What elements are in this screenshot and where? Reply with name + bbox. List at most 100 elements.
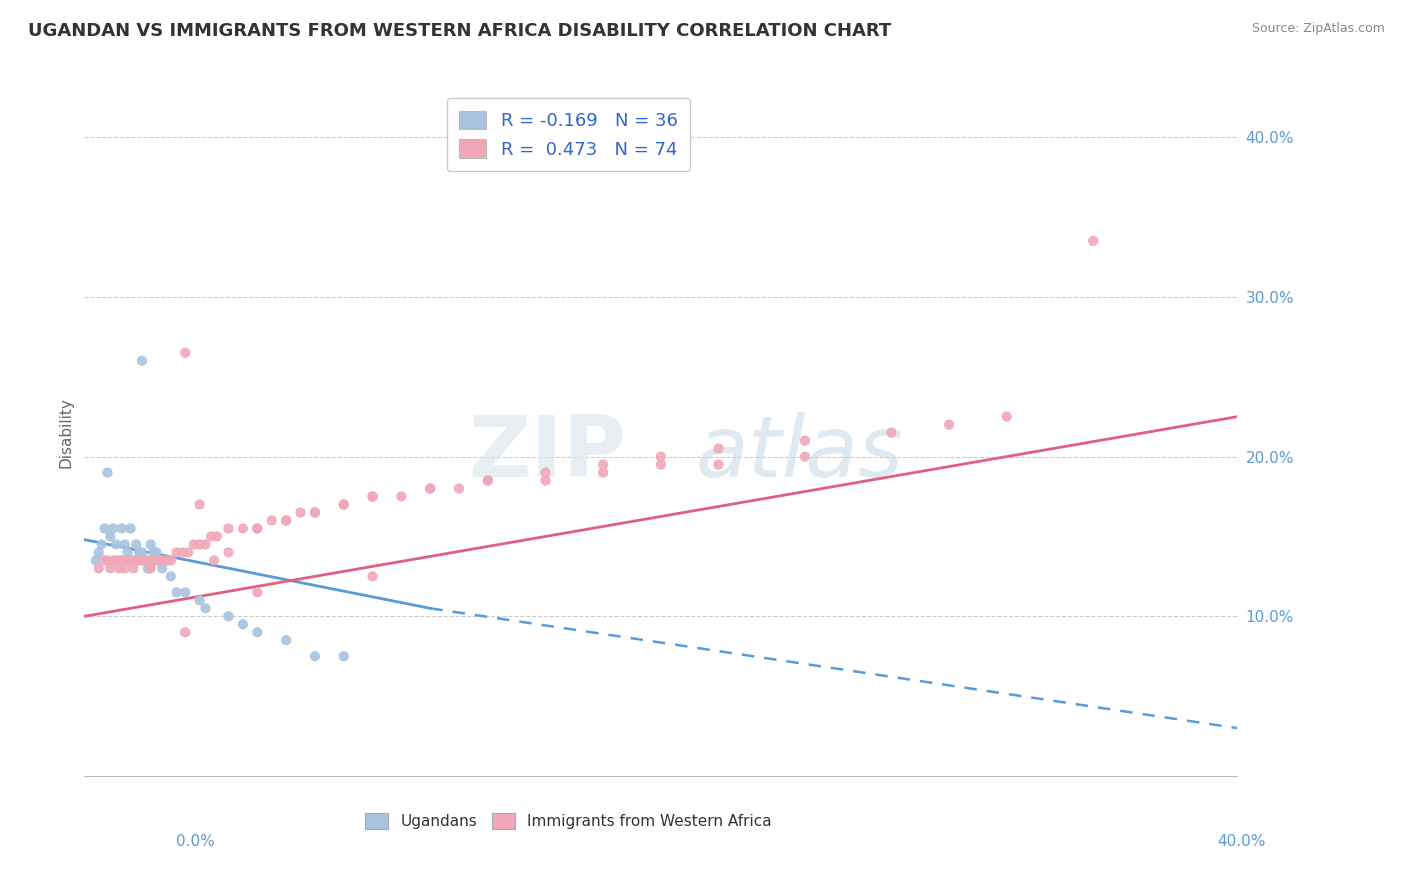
Point bbox=[108, 553, 131, 567]
Point bbox=[361, 490, 384, 504]
Point bbox=[120, 553, 142, 567]
Point bbox=[122, 561, 145, 575]
Point bbox=[134, 553, 156, 567]
Point bbox=[93, 553, 115, 567]
Point bbox=[142, 545, 165, 559]
Point bbox=[150, 553, 173, 567]
Point bbox=[246, 625, 269, 640]
Point bbox=[183, 537, 205, 551]
Point bbox=[139, 537, 162, 551]
Point bbox=[333, 649, 356, 664]
Point bbox=[174, 625, 197, 640]
Legend: Ugandans, Immigrants from Western Africa: Ugandans, Immigrants from Western Africa bbox=[357, 805, 780, 837]
Point bbox=[87, 545, 110, 559]
Point bbox=[160, 569, 183, 583]
Point bbox=[1083, 234, 1105, 248]
Point bbox=[177, 545, 200, 559]
Point bbox=[125, 553, 148, 567]
Point bbox=[938, 417, 960, 432]
Point bbox=[205, 529, 228, 543]
Point bbox=[139, 561, 162, 575]
Point bbox=[125, 537, 148, 551]
Point bbox=[188, 537, 211, 551]
Point bbox=[96, 466, 118, 480]
Point bbox=[105, 553, 128, 567]
Point bbox=[276, 513, 298, 527]
Point bbox=[794, 434, 817, 448]
Point bbox=[650, 458, 672, 472]
Text: UGANDAN VS IMMIGRANTS FROM WESTERN AFRICA DISABILITY CORRELATION CHART: UGANDAN VS IMMIGRANTS FROM WESTERN AFRIC… bbox=[28, 22, 891, 40]
Point bbox=[707, 442, 730, 456]
Point bbox=[136, 561, 159, 575]
Point bbox=[188, 498, 211, 512]
Point bbox=[111, 553, 134, 567]
Point bbox=[534, 466, 557, 480]
Point bbox=[98, 561, 121, 575]
Point bbox=[477, 474, 499, 488]
Point bbox=[117, 553, 139, 567]
Point bbox=[120, 521, 142, 535]
Point bbox=[105, 537, 128, 551]
Point bbox=[592, 458, 614, 472]
Point bbox=[131, 553, 153, 567]
Point bbox=[419, 482, 441, 496]
Point bbox=[136, 553, 159, 567]
Point bbox=[794, 450, 817, 464]
Point bbox=[477, 474, 499, 488]
Point bbox=[200, 529, 222, 543]
Point bbox=[114, 537, 136, 551]
Point bbox=[145, 545, 167, 559]
Point bbox=[166, 585, 188, 599]
Point bbox=[246, 521, 269, 535]
Point bbox=[103, 553, 124, 567]
Point bbox=[194, 537, 217, 551]
Point bbox=[304, 649, 326, 664]
Point bbox=[276, 633, 298, 648]
Point bbox=[87, 561, 110, 575]
Point bbox=[202, 553, 225, 567]
Point bbox=[333, 498, 356, 512]
Point bbox=[188, 593, 211, 607]
Point bbox=[333, 498, 356, 512]
Point bbox=[156, 553, 179, 567]
Point bbox=[145, 553, 167, 567]
Point bbox=[276, 513, 298, 527]
Point bbox=[117, 545, 139, 559]
Point bbox=[98, 529, 121, 543]
Point bbox=[172, 545, 194, 559]
Text: ZIP: ZIP bbox=[468, 412, 626, 495]
Point bbox=[145, 553, 167, 567]
Point bbox=[361, 490, 384, 504]
Point bbox=[93, 521, 115, 535]
Point bbox=[148, 553, 170, 567]
Y-axis label: Disability: Disability bbox=[58, 397, 73, 468]
Point bbox=[150, 561, 173, 575]
Point bbox=[174, 585, 197, 599]
Point bbox=[131, 353, 153, 368]
Point bbox=[246, 585, 269, 599]
Point bbox=[108, 561, 131, 575]
Point bbox=[290, 506, 312, 520]
Point bbox=[131, 545, 153, 559]
Point bbox=[707, 458, 730, 472]
Point bbox=[174, 345, 197, 359]
Point bbox=[90, 537, 112, 551]
Point bbox=[194, 601, 217, 615]
Text: 0.0%: 0.0% bbox=[176, 834, 215, 849]
Point bbox=[995, 409, 1018, 424]
Point bbox=[128, 553, 150, 567]
Point bbox=[304, 506, 326, 520]
Point bbox=[449, 482, 471, 496]
Point bbox=[218, 609, 240, 624]
Point bbox=[246, 521, 269, 535]
Text: 40.0%: 40.0% bbox=[1218, 834, 1265, 849]
Point bbox=[592, 466, 614, 480]
Point bbox=[160, 553, 183, 567]
Point bbox=[232, 521, 254, 535]
Point bbox=[218, 545, 240, 559]
Point bbox=[166, 545, 188, 559]
Point bbox=[880, 425, 903, 440]
Point bbox=[103, 521, 124, 535]
Point bbox=[122, 553, 145, 567]
Text: Source: ZipAtlas.com: Source: ZipAtlas.com bbox=[1251, 22, 1385, 36]
